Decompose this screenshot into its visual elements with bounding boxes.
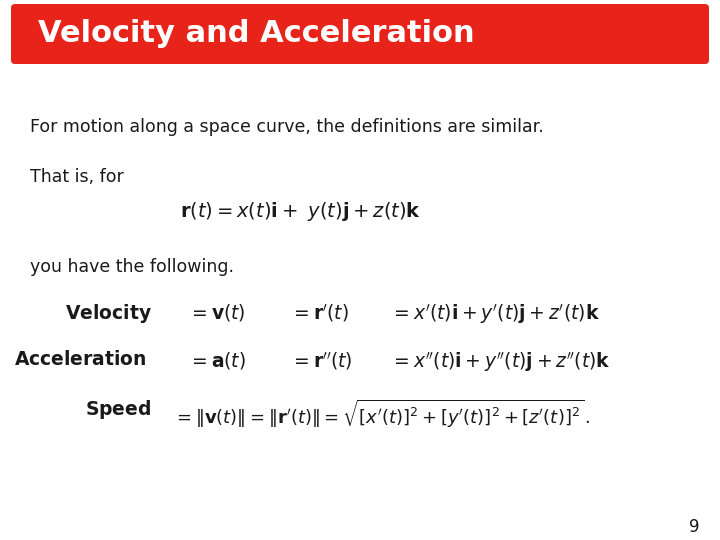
Text: $\mathbf{Velocity}$: $\mathbf{Velocity}$ [65,302,152,325]
Text: That is, for: That is, for [30,168,124,186]
Text: 9: 9 [690,518,700,536]
Text: $= \mathbf{r}''(t)$: $= \mathbf{r}''(t)$ [290,350,353,372]
Text: $= x''(t)\mathbf{i} + y''(t)\mathbf{j} + z''(t)\mathbf{k}$: $= x''(t)\mathbf{i} + y''(t)\mathbf{j} +… [390,350,611,374]
Text: you have the following.: you have the following. [30,258,234,276]
Text: $=\|\mathbf{v}(t)\| = \|\mathbf{r}'(t)\| = \sqrt{[x'(t)]^2 + [y'(t)]^2 + [z'(t)]: $=\|\mathbf{v}(t)\| = \|\mathbf{r}'(t)\|… [173,398,590,430]
Text: $\mathbf{Acceleration}$: $\mathbf{Acceleration}$ [14,350,147,369]
FancyBboxPatch shape [11,4,709,64]
Text: $= \mathbf{a}(t)$: $= \mathbf{a}(t)$ [188,350,246,371]
Text: $= x'(t)\mathbf{i} + y'(t)\mathbf{j} + z'(t)\mathbf{k}$: $= x'(t)\mathbf{i} + y'(t)\mathbf{j} + z… [390,302,600,326]
Text: $= \mathbf{r}'(t)$: $= \mathbf{r}'(t)$ [290,302,349,324]
Text: Velocity and Acceleration: Velocity and Acceleration [38,19,474,49]
Text: $= \mathbf{v}(t)$: $= \mathbf{v}(t)$ [188,302,246,323]
Text: $\mathbf{r}$$(t) = x(t)\mathbf{i}  +\ y(t)\mathbf{j} + z(t)\mathbf{k}$: $\mathbf{r}$$(t) = x(t)\mathbf{i} +\ y(t… [180,200,421,223]
Text: $\mathbf{Speed}$: $\mathbf{Speed}$ [85,398,151,421]
Text: For motion along a space curve, the definitions are similar.: For motion along a space curve, the defi… [30,118,544,136]
